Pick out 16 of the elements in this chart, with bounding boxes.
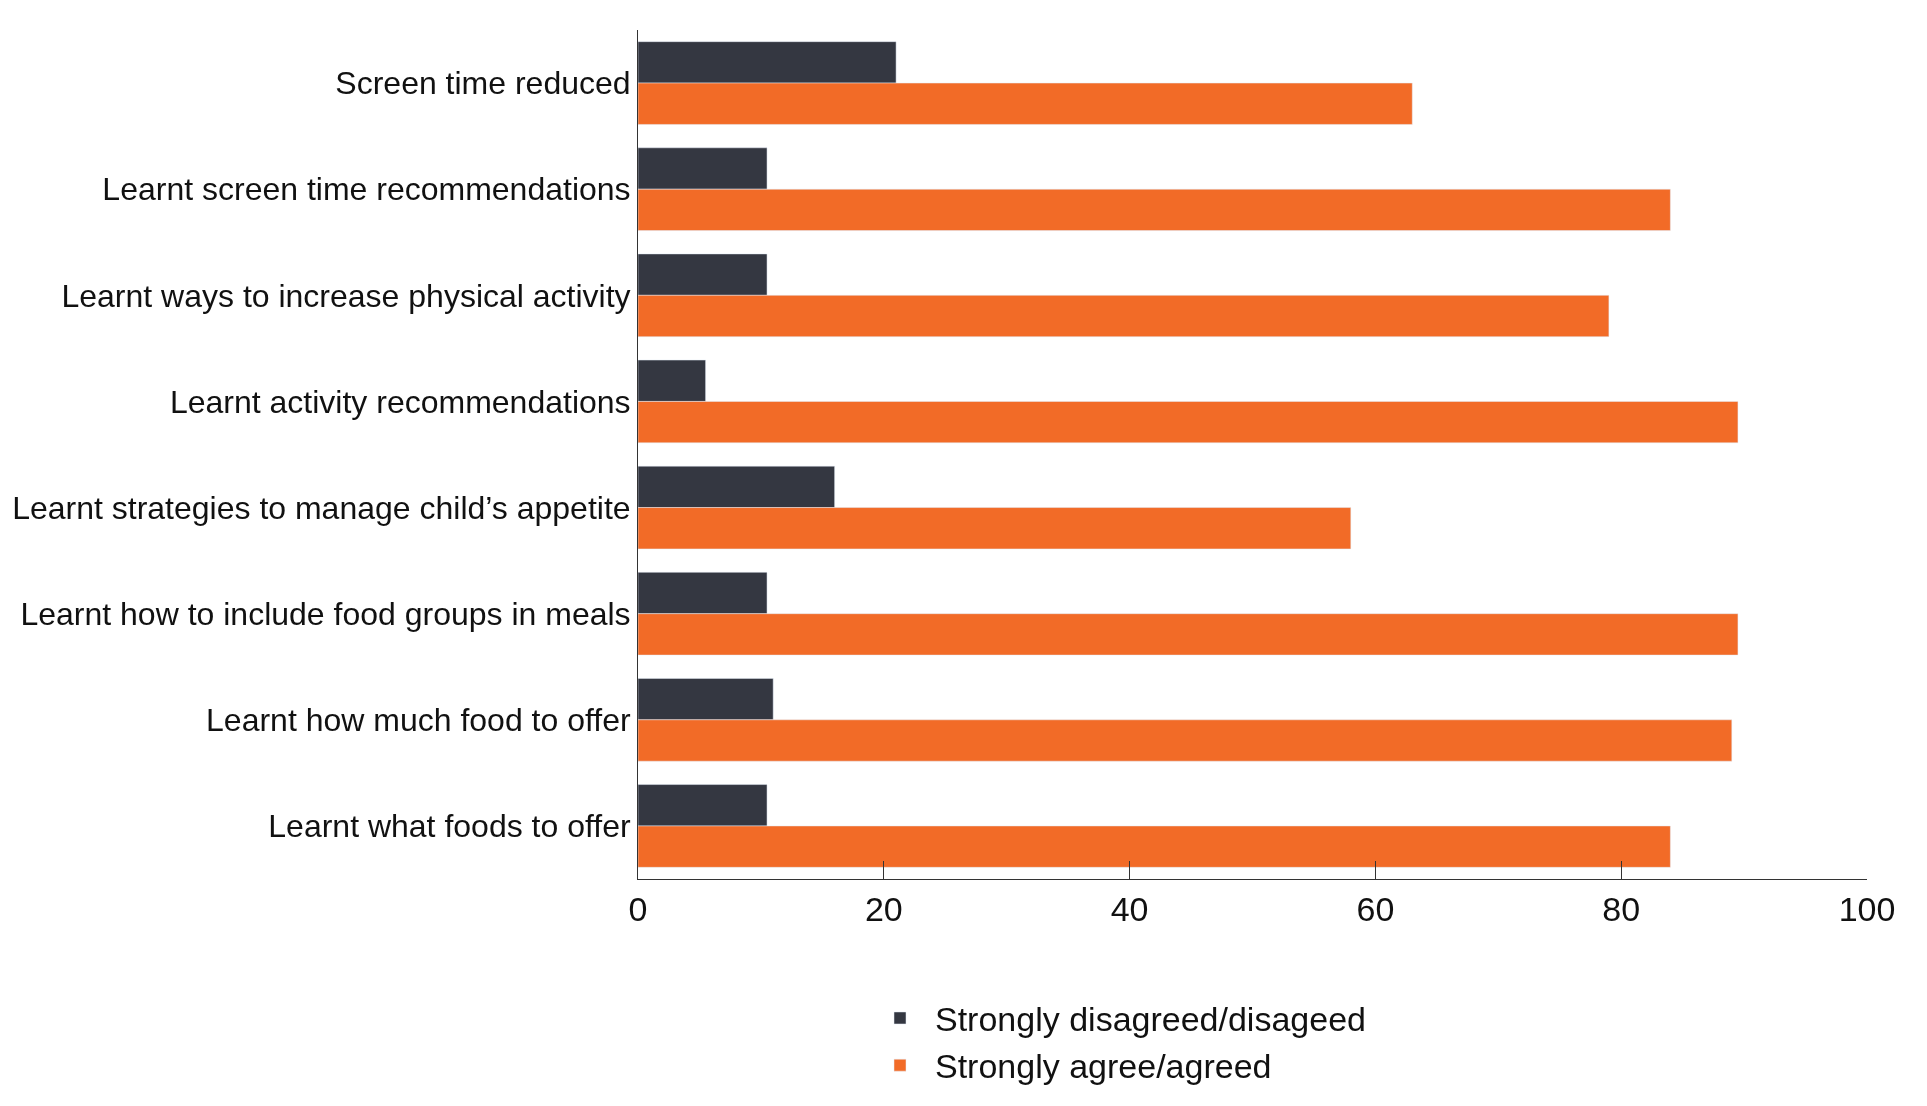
legend-label: Strongly disagreed/disageed — [935, 1000, 1366, 1039]
x-tick-label: 80 — [1602, 889, 1641, 928]
x-tick-label: 40 — [1110, 889, 1149, 928]
y-tick-label: Learnt activity recommendations — [169, 383, 631, 420]
legend-label: Strongly agree/agreed — [935, 1047, 1272, 1086]
x-tick-label: 20 — [864, 889, 903, 928]
x-tick-label: 60 — [1356, 889, 1395, 928]
x-tick-label: 0 — [628, 889, 648, 928]
y-tick-label: Learnt how to include food groups in meals — [20, 595, 631, 632]
x-tick-label: 100 — [1838, 889, 1896, 928]
y-tick-label: Learnt how much food to offer — [206, 702, 631, 739]
y-tick-label: Learnt strategies to manage child’s appetite — [12, 489, 631, 526]
y-tick-label: Screen time reduced — [335, 65, 631, 102]
y-tick-label: Learnt ways to increase physical activity — [61, 277, 631, 314]
y-tick-label: Learnt what foods to offer — [268, 808, 631, 845]
y-tick-label: Learnt screen time recommendations — [102, 171, 631, 208]
